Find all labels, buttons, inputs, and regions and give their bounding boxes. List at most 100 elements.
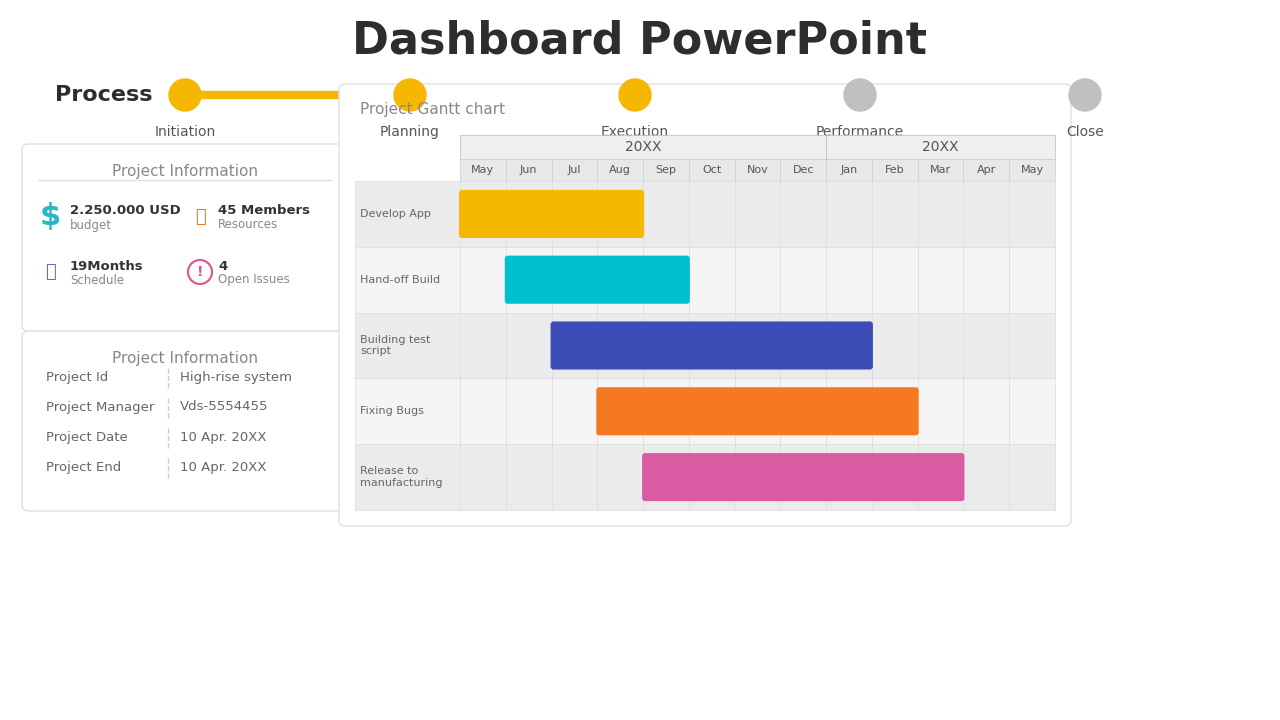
Text: Develop App: Develop App <box>360 209 431 219</box>
FancyBboxPatch shape <box>643 444 689 510</box>
FancyBboxPatch shape <box>1009 312 1055 379</box>
Text: Project Gantt chart: Project Gantt chart <box>360 102 506 117</box>
FancyBboxPatch shape <box>552 312 598 379</box>
FancyBboxPatch shape <box>598 379 643 444</box>
FancyBboxPatch shape <box>735 159 781 181</box>
FancyBboxPatch shape <box>689 312 735 379</box>
FancyBboxPatch shape <box>872 247 918 312</box>
Text: Schedule: Schedule <box>70 274 124 287</box>
Text: Oct: Oct <box>703 165 722 175</box>
Text: 👥: 👥 <box>195 208 205 226</box>
FancyBboxPatch shape <box>596 387 919 436</box>
Circle shape <box>1069 79 1101 111</box>
FancyBboxPatch shape <box>826 159 872 181</box>
Text: Jul: Jul <box>567 165 581 175</box>
FancyBboxPatch shape <box>598 444 643 510</box>
Text: Feb: Feb <box>884 165 905 175</box>
Text: Building test
script: Building test script <box>360 335 430 356</box>
FancyBboxPatch shape <box>872 444 918 510</box>
FancyBboxPatch shape <box>355 312 460 379</box>
Text: Jan: Jan <box>841 165 858 175</box>
Text: Nov: Nov <box>746 165 768 175</box>
Text: Planning: Planning <box>380 125 440 139</box>
Text: Resources: Resources <box>218 218 278 232</box>
FancyBboxPatch shape <box>460 312 506 379</box>
FancyBboxPatch shape <box>872 312 918 379</box>
FancyBboxPatch shape <box>918 379 964 444</box>
FancyBboxPatch shape <box>506 159 552 181</box>
FancyBboxPatch shape <box>460 444 506 510</box>
FancyBboxPatch shape <box>598 181 643 247</box>
FancyBboxPatch shape <box>964 159 1009 181</box>
FancyBboxPatch shape <box>552 247 598 312</box>
FancyBboxPatch shape <box>872 181 918 247</box>
FancyBboxPatch shape <box>735 444 781 510</box>
FancyBboxPatch shape <box>964 444 1009 510</box>
FancyBboxPatch shape <box>552 181 598 247</box>
FancyBboxPatch shape <box>1009 181 1055 247</box>
Text: Project Id: Project Id <box>46 371 109 384</box>
Circle shape <box>394 79 426 111</box>
Text: Project Information: Project Information <box>111 351 257 366</box>
FancyBboxPatch shape <box>781 444 826 510</box>
FancyBboxPatch shape <box>552 379 598 444</box>
FancyBboxPatch shape <box>918 159 964 181</box>
FancyBboxPatch shape <box>872 379 918 444</box>
FancyBboxPatch shape <box>918 181 964 247</box>
Text: Initiation: Initiation <box>155 125 215 139</box>
FancyBboxPatch shape <box>339 84 1071 526</box>
Text: 📅: 📅 <box>45 263 55 281</box>
Text: Jun: Jun <box>520 165 538 175</box>
FancyBboxPatch shape <box>689 247 735 312</box>
FancyBboxPatch shape <box>643 159 689 181</box>
Text: budget: budget <box>70 218 113 232</box>
FancyBboxPatch shape <box>735 312 781 379</box>
Text: High-rise system: High-rise system <box>180 371 292 384</box>
FancyBboxPatch shape <box>1009 379 1055 444</box>
FancyBboxPatch shape <box>552 159 598 181</box>
FancyBboxPatch shape <box>506 247 552 312</box>
FancyBboxPatch shape <box>460 159 506 181</box>
Text: Performance: Performance <box>815 125 904 139</box>
Text: 20XX: 20XX <box>923 140 959 154</box>
Text: 2.250.000 USD: 2.250.000 USD <box>70 204 180 217</box>
Text: Execution: Execution <box>600 125 669 139</box>
FancyBboxPatch shape <box>506 379 552 444</box>
Text: Dashboard PowerPoint: Dashboard PowerPoint <box>352 20 928 63</box>
Text: 4: 4 <box>218 259 228 272</box>
FancyBboxPatch shape <box>689 379 735 444</box>
FancyBboxPatch shape <box>506 444 552 510</box>
Text: Project Date: Project Date <box>46 431 128 444</box>
FancyBboxPatch shape <box>643 247 689 312</box>
FancyBboxPatch shape <box>643 181 689 247</box>
FancyBboxPatch shape <box>460 135 826 159</box>
Text: May: May <box>1020 165 1043 175</box>
FancyBboxPatch shape <box>826 379 872 444</box>
FancyBboxPatch shape <box>918 312 964 379</box>
FancyBboxPatch shape <box>598 247 643 312</box>
FancyBboxPatch shape <box>355 181 460 247</box>
FancyBboxPatch shape <box>22 144 347 331</box>
FancyBboxPatch shape <box>1009 247 1055 312</box>
FancyBboxPatch shape <box>826 444 872 510</box>
FancyBboxPatch shape <box>826 247 872 312</box>
Text: 19Months: 19Months <box>70 259 143 272</box>
FancyBboxPatch shape <box>460 379 506 444</box>
FancyBboxPatch shape <box>689 181 735 247</box>
FancyBboxPatch shape <box>550 321 873 369</box>
FancyBboxPatch shape <box>689 159 735 181</box>
FancyBboxPatch shape <box>552 444 598 510</box>
Text: 10 Apr. 20XX: 10 Apr. 20XX <box>180 461 266 474</box>
FancyBboxPatch shape <box>460 247 506 312</box>
FancyBboxPatch shape <box>735 379 781 444</box>
FancyBboxPatch shape <box>598 159 643 181</box>
Text: Mar: Mar <box>931 165 951 175</box>
Text: Apr: Apr <box>977 165 996 175</box>
FancyBboxPatch shape <box>918 247 964 312</box>
FancyBboxPatch shape <box>504 256 690 304</box>
FancyBboxPatch shape <box>964 181 1009 247</box>
FancyBboxPatch shape <box>735 181 781 247</box>
Text: Fixing Bugs: Fixing Bugs <box>360 406 424 416</box>
FancyBboxPatch shape <box>643 453 964 501</box>
Text: !: ! <box>197 265 204 279</box>
